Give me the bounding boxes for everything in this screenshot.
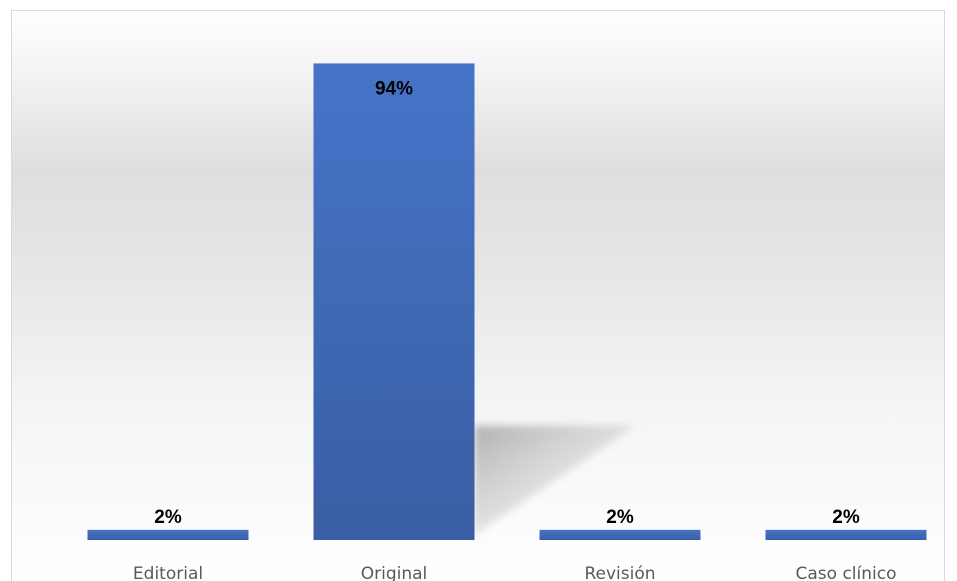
bar-shadow-original (474, 425, 636, 535)
data-label-caso-clinico: 2% (832, 507, 860, 528)
data-label-editorial: 2% (154, 507, 182, 528)
data-label-original: 94% (375, 78, 413, 99)
bar-caso-clinico (765, 529, 927, 540)
category-label-caso-clinico: Caso clínico (796, 564, 897, 581)
category-label-revision: Revisión (584, 564, 655, 581)
data-label-revision: 2% (606, 507, 634, 528)
bar-editorial (87, 529, 249, 540)
category-label-editorial: Editorial (133, 564, 203, 581)
category-label-original: Original (361, 564, 428, 581)
bar-revision (539, 529, 701, 540)
bar-original (313, 63, 475, 541)
